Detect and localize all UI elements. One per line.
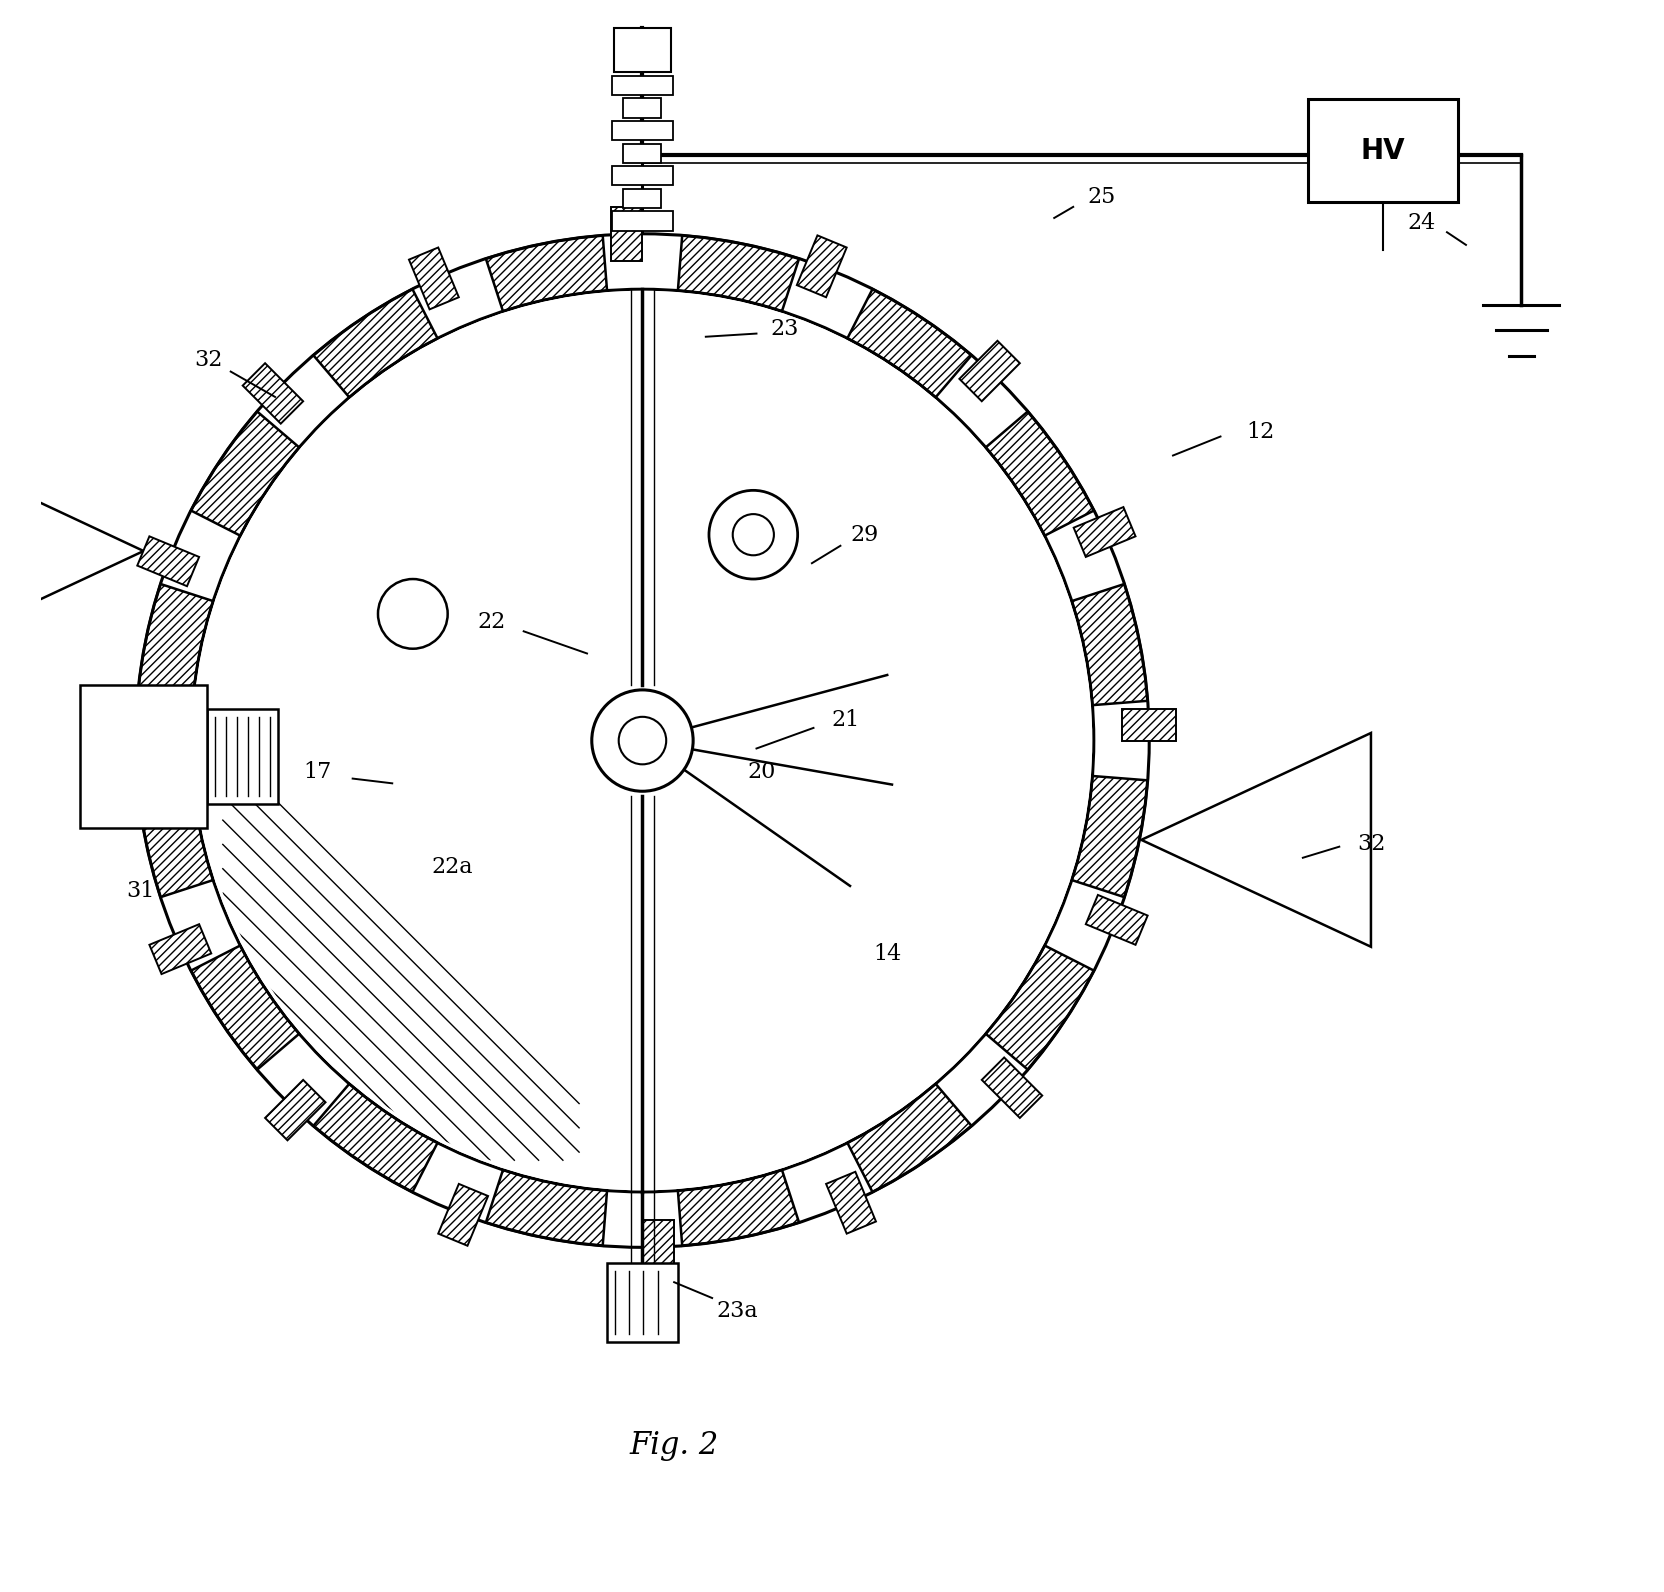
Text: 12: 12 (1245, 420, 1273, 443)
Bar (612, 166, 672, 185)
Text: 14: 14 (874, 944, 902, 965)
Polygon shape (1085, 895, 1146, 944)
Wedge shape (847, 290, 972, 398)
Polygon shape (108, 740, 163, 772)
Wedge shape (677, 236, 799, 312)
Polygon shape (1122, 708, 1175, 740)
Wedge shape (847, 1084, 972, 1192)
Circle shape (591, 689, 692, 791)
Text: 22a: 22a (431, 856, 473, 879)
Wedge shape (136, 584, 213, 705)
Text: 32: 32 (195, 350, 223, 371)
Text: 29: 29 (850, 524, 879, 546)
Polygon shape (825, 1172, 875, 1234)
Text: 23: 23 (770, 318, 799, 339)
Polygon shape (1073, 508, 1135, 557)
Bar (622, 143, 661, 162)
Wedge shape (313, 1084, 438, 1192)
Wedge shape (677, 1170, 799, 1247)
Text: 32: 32 (1356, 833, 1384, 855)
Bar (622, 189, 661, 209)
Text: HV: HV (1359, 137, 1404, 164)
Text: 21: 21 (830, 708, 859, 731)
Polygon shape (438, 1184, 488, 1247)
Text: 23a: 23a (716, 1299, 757, 1321)
Wedge shape (191, 411, 300, 535)
Polygon shape (0, 436, 143, 665)
Circle shape (191, 290, 1093, 1192)
Text: 22: 22 (478, 611, 506, 632)
Text: 25: 25 (1087, 186, 1115, 209)
Circle shape (378, 579, 448, 648)
Wedge shape (1072, 584, 1146, 705)
Text: 24: 24 (1406, 212, 1434, 234)
Circle shape (193, 291, 1092, 1191)
Wedge shape (985, 411, 1093, 535)
Text: 31: 31 (126, 880, 155, 903)
Bar (614, 29, 671, 72)
Polygon shape (150, 925, 211, 974)
Polygon shape (1140, 732, 1369, 947)
Bar (612, 212, 672, 231)
Polygon shape (611, 207, 642, 261)
Polygon shape (642, 1221, 674, 1274)
Wedge shape (1072, 775, 1146, 898)
Bar (612, 121, 672, 140)
Bar (622, 99, 661, 118)
Wedge shape (486, 236, 607, 312)
Circle shape (732, 514, 774, 556)
Text: 20: 20 (747, 761, 775, 783)
Wedge shape (313, 290, 438, 398)
Polygon shape (982, 1057, 1042, 1118)
Circle shape (135, 234, 1148, 1248)
Circle shape (709, 490, 797, 579)
Bar (80, 685, 206, 828)
Polygon shape (409, 247, 459, 309)
Polygon shape (136, 537, 200, 586)
Wedge shape (191, 946, 300, 1070)
Polygon shape (958, 341, 1020, 401)
Text: 17: 17 (303, 761, 331, 783)
Wedge shape (985, 946, 1093, 1070)
Polygon shape (243, 363, 303, 423)
Bar (606, 1262, 677, 1342)
Polygon shape (797, 236, 847, 298)
Text: Fig. 2: Fig. 2 (629, 1430, 719, 1461)
Wedge shape (136, 775, 213, 898)
Bar (206, 708, 278, 804)
Bar (1306, 99, 1458, 202)
Bar (612, 76, 672, 96)
Wedge shape (486, 1170, 607, 1247)
Circle shape (619, 716, 666, 764)
Polygon shape (265, 1079, 326, 1140)
